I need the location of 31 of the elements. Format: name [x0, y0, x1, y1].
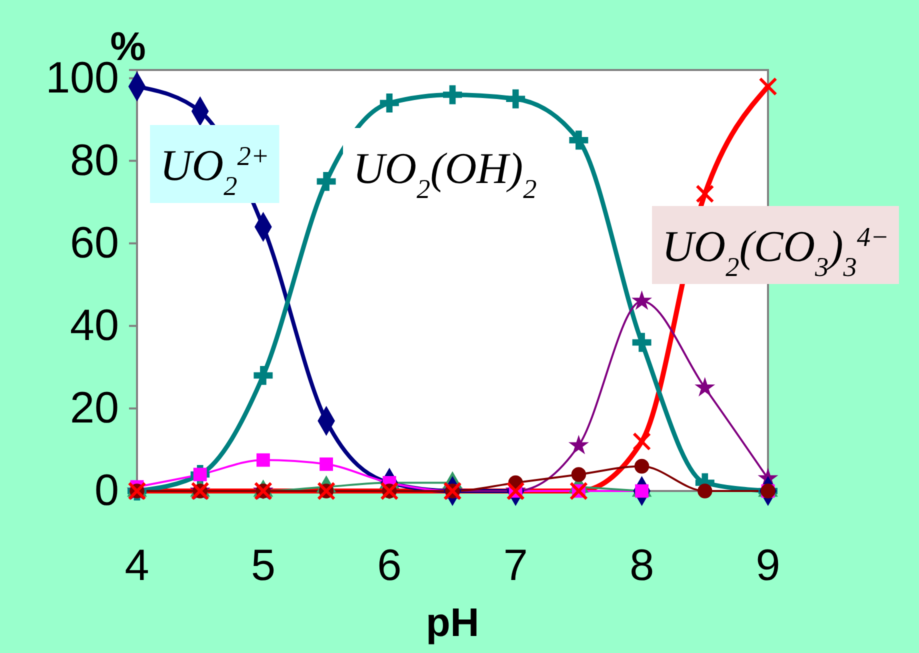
point: [254, 366, 273, 385]
y-tick-label: 80: [70, 136, 119, 185]
y-tick-label: 40: [70, 300, 119, 350]
point: [316, 172, 336, 191]
x-tick-label: 8: [630, 541, 654, 590]
x-axis-title: pH: [426, 601, 480, 645]
point: [632, 332, 652, 352]
y-tick-label: 20: [70, 384, 119, 433]
point: [758, 77, 778, 96]
point: [698, 484, 712, 498]
y-tick-label: 0: [94, 466, 119, 516]
point: [256, 453, 270, 467]
series-label: UO$_{2}$(OH)$_{2}$: [353, 144, 538, 204]
y-tick-label: 60: [70, 218, 119, 268]
point: [380, 94, 399, 113]
point: [696, 184, 714, 204]
point: [632, 432, 652, 451]
point: [569, 130, 588, 150]
point: [568, 434, 589, 454]
point: [571, 467, 586, 482]
point: [632, 290, 652, 310]
x-tick-label: 5: [250, 541, 276, 590]
point: [506, 89, 526, 108]
point: [634, 458, 650, 474]
point: [443, 85, 462, 104]
x-tick-label: 7: [503, 541, 528, 590]
x-tick-label: 4: [124, 541, 150, 590]
point: [320, 457, 334, 471]
x-tick-label: 6: [377, 541, 402, 590]
x-tick-label: 9: [756, 541, 780, 590]
point: [694, 377, 716, 397]
